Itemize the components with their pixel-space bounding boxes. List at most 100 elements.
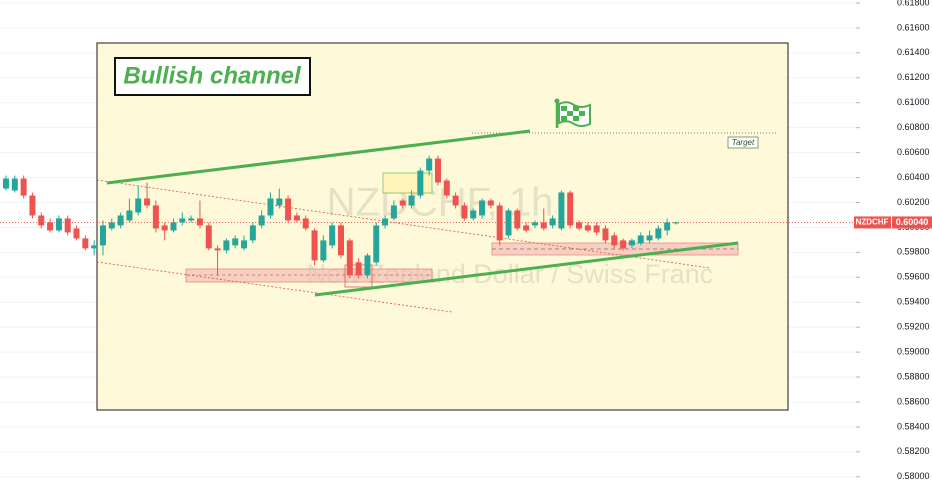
y-tick-label: 0.61800: [897, 0, 930, 7]
candle-body: [479, 200, 486, 216]
y-tick-label: 0.59200: [897, 322, 930, 332]
y-tick-label: 0.59600: [897, 272, 930, 282]
candle-body: [338, 225, 344, 256]
candle-body: [144, 198, 151, 206]
candle-body: [232, 238, 239, 246]
candle-body: [91, 245, 98, 249]
candle-body: [346, 240, 353, 276]
price-axis-labels: 0.61800 0.61600 0.61400 0.61200 0.61000 0.608…: [856, 0, 930, 481]
y-tick-label: 0.60600: [897, 147, 930, 157]
candle-body: [584, 225, 591, 231]
candle-body: [443, 180, 450, 196]
y-tick-label: 0.58000: [897, 471, 930, 481]
candle-body: [399, 200, 406, 206]
candle-body: [373, 225, 380, 263]
candle-body: [637, 235, 644, 244]
y-tick-label: 0.61200: [897, 72, 930, 82]
y-tick-label: 0.61000: [897, 97, 930, 107]
candle-body: [549, 218, 556, 226]
candle-body: [417, 170, 424, 196]
candle-body: [620, 240, 627, 249]
candle-body: [267, 198, 274, 216]
y-tick-label: 0.60200: [897, 197, 930, 207]
candle-body: [382, 218, 389, 226]
target-label: Target: [732, 138, 755, 147]
candle-body: [276, 198, 283, 206]
candle-body: [241, 240, 248, 249]
candle-body: [152, 205, 159, 229]
candle-body: [29, 195, 36, 216]
candle-body: [285, 198, 292, 221]
target-flag: [554, 98, 591, 128]
price-tag: [892, 216, 932, 229]
dotted-trendline: [96, 179, 711, 269]
candle-body: [408, 195, 415, 206]
candle-body: [126, 210, 133, 221]
channel-lower: [314, 241, 739, 297]
candle-body: [249, 225, 256, 241]
candle-body: [161, 225, 168, 231]
candle-body: [293, 215, 300, 221]
candle-body: [646, 235, 653, 241]
candle-body: [514, 210, 521, 229]
channel-upper: [106, 129, 531, 185]
y-tick-label: 0.61400: [897, 47, 930, 57]
candle-body: [214, 248, 221, 251]
analysis-area: [96, 42, 789, 411]
candle-body: [364, 255, 371, 276]
candle-body: [205, 225, 212, 249]
y-tick-label: 0.58800: [897, 371, 930, 381]
candle-body: [329, 225, 336, 246]
candle-body: [611, 235, 618, 246]
candle-body: [593, 225, 600, 233]
y-tick-label: 0.60800: [897, 122, 930, 132]
candle-body: [531, 222, 538, 226]
candle-body: [170, 222, 177, 231]
candle-body: [38, 215, 45, 226]
y-tick-label: 0.61600: [897, 22, 930, 32]
last-price-tag: NZDCHF 0.60040: [854, 216, 932, 229]
candle-body: [558, 192, 565, 229]
candle-body: [655, 228, 662, 239]
candle-body: [258, 215, 265, 226]
y-tick-label: 0.60400: [897, 172, 930, 182]
candle-body: [628, 240, 635, 246]
candle-body: [602, 228, 609, 241]
candle-body: [311, 230, 318, 261]
candle-body: [567, 192, 574, 226]
candle-body: [496, 205, 503, 241]
candle-body: [223, 240, 230, 251]
candle-body: [673, 222, 679, 224]
symbol-tag-text: NZDCHF: [856, 218, 889, 227]
y-tick-label: 0.59400: [897, 297, 930, 307]
candle-body: [576, 222, 583, 229]
price-tag-text: 0.60040: [896, 217, 929, 227]
candle-body: [20, 178, 27, 196]
support-zone: [185, 268, 433, 283]
candle-body: [523, 225, 530, 231]
candle-body: [82, 238, 89, 249]
candle-body: [3, 178, 9, 189]
candle-body: [355, 262, 362, 276]
candle-body: [452, 195, 459, 206]
highlight-box: [382, 172, 433, 194]
price-axis: [856, 0, 932, 500]
candles: [3, 155, 679, 279]
candle-body: [540, 222, 547, 229]
candle-body: [55, 218, 62, 231]
candle-body: [135, 198, 142, 213]
candle-body: [73, 228, 80, 239]
candle-body: [179, 218, 186, 223]
candle-body: [47, 222, 54, 231]
y-tick-label: 0.58600: [897, 396, 930, 406]
candle-body: [320, 240, 327, 261]
candle-body: [108, 222, 115, 229]
y-tick-label: 0.59800: [897, 247, 930, 257]
candle-body: [64, 218, 71, 233]
y-tick-label: 0.58200: [897, 446, 930, 456]
candle-body: [390, 205, 397, 219]
y-tick-label: 0.58400: [897, 421, 930, 431]
candle-body: [196, 218, 203, 226]
candle-body: [664, 222, 671, 231]
